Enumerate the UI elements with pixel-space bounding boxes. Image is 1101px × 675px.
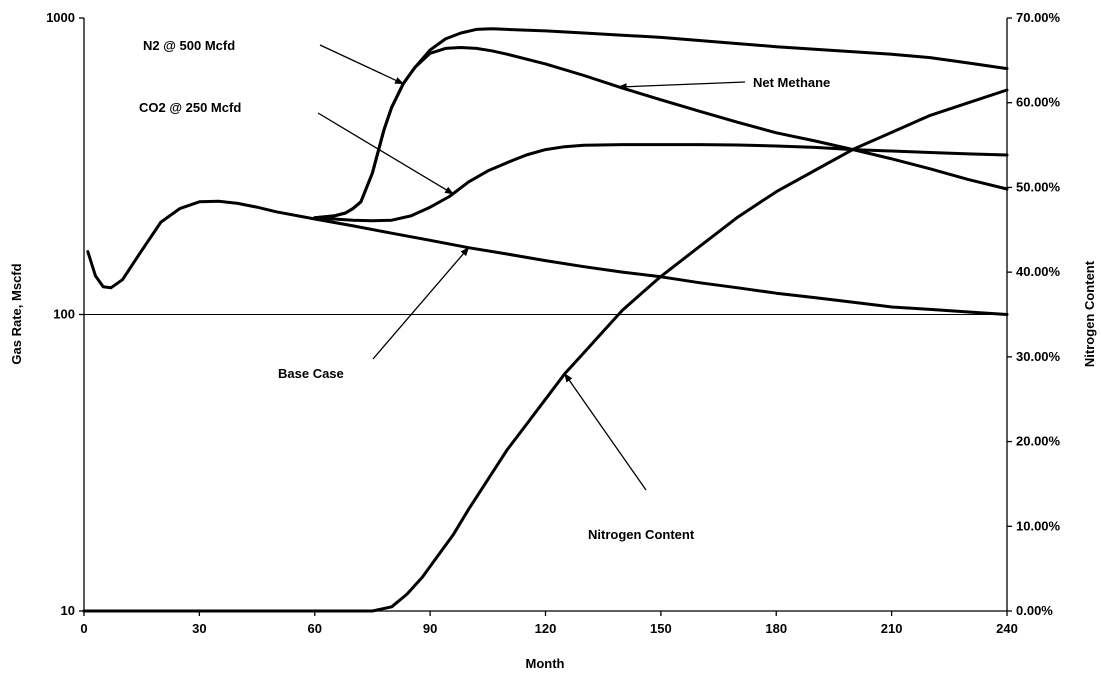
right-y-tick-label: 10.00%: [1016, 518, 1061, 533]
annotation-net-methane: Net Methane: [617, 75, 830, 91]
series-layer: [82, 27, 1009, 613]
left-y-axis-title: Gas Rate, Mscfd: [9, 263, 24, 364]
series-line-base-case: [86, 199, 1009, 316]
right-y-tick-label: 20.00%: [1016, 434, 1061, 449]
right-y-tick-label: 50.00%: [1016, 179, 1061, 194]
annotation-label: CO2 @ 250 Mcfd: [139, 100, 241, 115]
ticks: 0 30 60 90 120 150 180 210 240 10 100 1000 0.00% 10.0…: [46, 10, 1060, 636]
x-tick-label: 120: [535, 621, 557, 636]
annotation-co2-250-mcfd: CO2 @ 250 Mcfd: [139, 100, 454, 195]
right-y-tick-label: 40.00%: [1016, 264, 1061, 279]
left-y-tick-label: 10: [61, 603, 75, 618]
annotation-nitrogen-content: Nitrogen Content: [564, 373, 695, 542]
series-line-net-methane: [313, 46, 1009, 220]
x-axis-title: Month: [526, 656, 565, 671]
x-tick-label: 240: [996, 621, 1018, 636]
x-tick-label: 150: [650, 621, 672, 636]
right-y-tick-label: 30.00%: [1016, 349, 1061, 364]
annotation-base-case: Base Case: [278, 247, 470, 381]
x-tick-label: 210: [881, 621, 903, 636]
annotation-arrow: [317, 112, 454, 195]
series-line-n2-500-mcfd: [313, 27, 1009, 220]
x-tick-label: 90: [423, 621, 437, 636]
annotation-label: Net Methane: [753, 75, 830, 90]
right-y-tick-label: 70.00%: [1016, 10, 1061, 25]
x-tick-label: 0: [80, 621, 87, 636]
annotation-n2-500-mcfd: N2 @ 500 Mcfd: [143, 38, 405, 85]
annotation-arrow: [372, 247, 470, 360]
right-y-axis-title: Nitrogen Content: [1082, 260, 1097, 367]
x-tick-label: 30: [192, 621, 206, 636]
annotations: N2 @ 500 Mcfd Net Methane CO2 @ 250 Mcfd Ba…: [139, 38, 830, 542]
annotation-label: Base Case: [278, 366, 344, 381]
annotation-arrow: [319, 44, 405, 85]
left-y-tick-label: 100: [53, 307, 75, 322]
x-tick-label: 60: [308, 621, 322, 636]
annotation-arrow: [564, 373, 647, 491]
x-tick-label: 180: [765, 621, 787, 636]
annotation-arrow: [617, 81, 746, 91]
right-y-tick-label: 0.00%: [1016, 603, 1053, 618]
series-line-nitrogen-content: [82, 88, 1009, 613]
annotation-label: N2 @ 500 Mcfd: [143, 38, 235, 53]
annotation-label: Nitrogen Content: [588, 527, 695, 542]
series-line-co2-250-mcfd: [313, 143, 1009, 223]
left-y-tick-label: 1000: [46, 10, 75, 25]
right-y-tick-label: 60.00%: [1016, 95, 1061, 110]
